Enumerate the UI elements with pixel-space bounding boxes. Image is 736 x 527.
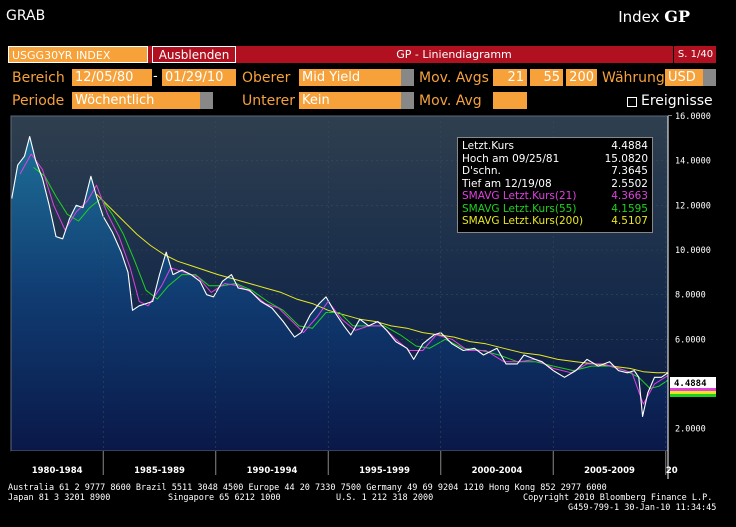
period-select[interactable]: Wöchentlich <box>72 92 200 109</box>
line-chart: 16.0000 14.0000 12.0000 10.0000 8.0000 6.0000… <box>10 112 718 479</box>
y-tick-label: 6.0000 <box>675 335 706 345</box>
legend-value: 2.5502 <box>611 177 648 190</box>
ma21-line <box>19 153 668 405</box>
page-indicator: S. 1/40 <box>673 46 717 63</box>
footer-us: U.S. 1 212 318 2000 <box>336 493 434 503</box>
chart-title-bar: GP - Liniendiagramm <box>396 48 512 61</box>
events-checkbox[interactable] <box>627 97 637 107</box>
ma3-field[interactable]: 200 <box>566 69 597 86</box>
ma-tag-green <box>670 394 716 397</box>
legend-value: 4.4884 <box>611 140 648 152</box>
ma1-field[interactable]: 21 <box>493 69 527 86</box>
price-line <box>11 135 668 417</box>
y-axis-band <box>668 116 718 479</box>
range-from-field[interactable]: 12/05/80 <box>72 69 152 86</box>
last-price-tag: 4.4884 <box>674 379 707 389</box>
legend-label: Letzt.Kurs <box>462 140 515 152</box>
range-to-field[interactable]: 01/29/10 <box>162 69 236 86</box>
footer-japan: Japan 81 3 3201 8900 <box>8 493 111 503</box>
last-price-tag-bg <box>670 377 716 388</box>
upper-label: Oberer <box>242 70 291 86</box>
price-area <box>11 136 668 451</box>
upper-select[interactable]: Mid Yield <box>299 69 401 86</box>
legend-value: 15.0820 <box>604 152 648 165</box>
legend-value: 7.3645 <box>611 165 648 177</box>
ticker-field[interactable]: USGG30YR INDEX <box>8 46 148 63</box>
footer-contacts-line1: Australia 61 2 9777 8600 Brazil 5511 304… <box>8 483 607 493</box>
lower-label: Unterer <box>242 93 296 109</box>
legend-row-ma21: SMAVG Letzt.Kurs(21) 4.3663 <box>458 190 652 203</box>
function-code: GP <box>664 7 690 26</box>
footer-copyright: Copyright 2010 Bloomberg Finance L.P. <box>523 493 713 503</box>
legend-row-ma55: SMAVG Letzt.Kurs(55) 4.1595 <box>458 203 652 216</box>
footer-singapore: Singapore 65 6212 1000 <box>168 493 281 503</box>
y-tick-label: 2.0000 <box>675 425 706 435</box>
legend-value: 4.1595 <box>611 202 648 215</box>
lower-dropdown-arrow[interactable] <box>401 92 414 109</box>
currency-select[interactable]: USD <box>665 69 703 86</box>
upper-dropdown-arrow[interactable] <box>401 69 414 86</box>
y-tick-label: 16.0000 <box>675 112 711 122</box>
legend-row-ma200: SMAVG Letzt.Kurs(200) 4.5107 <box>458 215 652 228</box>
y-tick-label: 12.0000 <box>675 201 711 211</box>
ma55-line <box>33 167 668 389</box>
legend-label: D'schn. <box>462 165 501 177</box>
x-tick-label: 2005-2009 <box>584 466 635 476</box>
currency-label: Währung <box>602 70 665 86</box>
legend-label: SMAVG Letzt.Kurs(55) <box>462 202 577 215</box>
lower-select[interactable]: Kein <box>299 92 401 109</box>
legend-value: 4.3663 <box>611 190 648 202</box>
period-label: Periode <box>12 93 65 109</box>
footer-timestamp: G459-799-1 30-Jan-10 11:34:45 <box>568 503 717 513</box>
x-tick-label: 20 <box>666 466 678 476</box>
period-dropdown-arrow[interactable] <box>200 92 213 109</box>
currency-dropdown-arrow[interactable] <box>703 69 716 86</box>
x-tick-label: 1980-1984 <box>32 466 83 476</box>
function-prefix: Index <box>618 8 660 26</box>
y-tick-label: 10.0000 <box>675 246 711 256</box>
legend-row-last: Letzt.Kurs 4.4884 <box>458 140 652 153</box>
range-separator: - <box>153 69 158 84</box>
range-label: Bereich <box>12 70 65 86</box>
y-tick-label: 8.0000 <box>675 291 706 301</box>
movavg-label: Mov. Avg <box>419 93 482 109</box>
legend-label: SMAVG Letzt.Kurs(200) <box>462 215 584 227</box>
x-tick-label: 1990-1994 <box>247 466 298 476</box>
x-axis-band <box>11 451 668 479</box>
ma2-field[interactable]: 55 <box>530 69 563 86</box>
y-tick-label: 14.0000 <box>675 157 711 167</box>
function-title: Index GP <box>618 7 690 26</box>
legend-label: Tief am 12/19/08 <box>462 177 552 190</box>
movavgs-label: Mov. Avgs <box>419 70 489 86</box>
legend-row-avg: D'schn. 7.3645 <box>458 165 652 178</box>
ma-tag-yellow <box>670 391 716 394</box>
window-title: GRAB <box>6 8 46 24</box>
events-label: Ereignisse <box>641 93 713 109</box>
legend-row-low: Tief am 12/19/08 2.5502 <box>458 178 652 191</box>
ma200-line <box>96 193 668 374</box>
legend-label: Hoch am 09/25/81 <box>462 152 560 165</box>
x-tick-label: 2000-2004 <box>472 466 523 476</box>
x-tick-label: 1985-1989 <box>134 466 185 476</box>
ma-tag-magenta <box>670 388 716 391</box>
hide-button[interactable]: Ausblenden <box>152 46 236 63</box>
legend: Letzt.Kurs 4.4884 Hoch am 09/25/81 15.0820… <box>457 137 653 233</box>
legend-value: 4.5107 <box>611 215 648 227</box>
legend-label: SMAVG Letzt.Kurs(21) <box>462 190 577 202</box>
movavg-field[interactable] <box>493 92 527 109</box>
legend-row-high: Hoch am 09/25/81 15.0820 <box>458 153 652 166</box>
x-tick-label: 1995-1999 <box>359 466 410 476</box>
